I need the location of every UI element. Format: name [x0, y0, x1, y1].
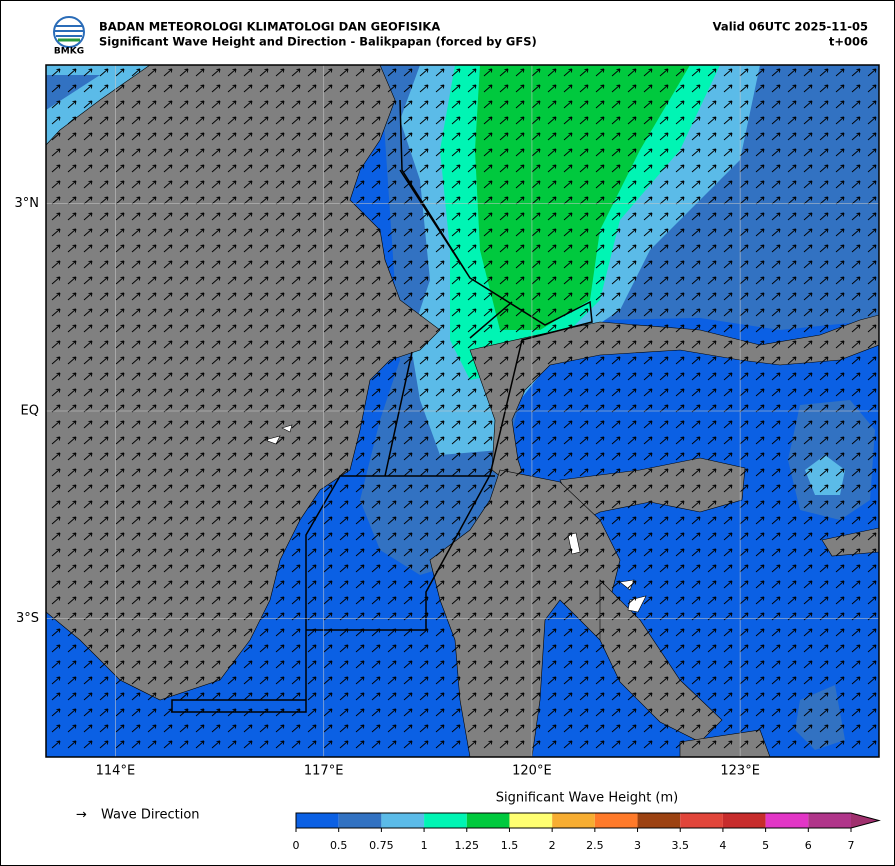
colorbar-tick-label: 1.5 — [501, 839, 519, 852]
grid — [46, 65, 879, 757]
colorbar-segment — [722, 813, 766, 828]
x-tick-label: 123°E — [720, 764, 760, 779]
colorbar-tick-label: 1.25 — [455, 839, 480, 852]
colorbar-segment — [680, 813, 723, 828]
colorbar-tick-label: 2 — [549, 839, 556, 852]
colorbar-segment — [466, 813, 510, 828]
logo-text: BMKG — [54, 47, 84, 57]
y-tick-label: 3°S — [16, 611, 39, 626]
colorbar-segment — [808, 813, 851, 828]
colorbar-extend — [851, 813, 879, 828]
colorbar-segment — [765, 813, 809, 828]
colorbar-segment — [424, 813, 467, 828]
colorbar-tick-label: 1 — [421, 839, 428, 852]
colorbar-segment — [509, 813, 553, 828]
subtitle: Significant Wave Height and Direction - … — [99, 35, 537, 49]
colorbar-segment — [338, 813, 382, 828]
map-frame — [45, 64, 880, 758]
colorbar-tick-label: 0 — [293, 839, 300, 852]
colorbar-segment — [637, 813, 681, 828]
logo: BMKG — [53, 16, 85, 57]
colorbar-tick-label: 4 — [719, 839, 726, 852]
colorbar-tick-label: 3 — [634, 839, 641, 852]
colorbar-tick-label: 3.5 — [671, 839, 689, 852]
valid-time: Valid 06UTC 2025-11-05 — [713, 20, 868, 34]
legend-label: Wave Direction — [101, 808, 200, 823]
colorbar-tick-label: 2.5 — [586, 839, 604, 852]
colorbar-segment — [296, 813, 339, 828]
legend-arrow: → — [76, 808, 87, 823]
x-tick-label: 120°E — [512, 764, 552, 779]
colorbar-tick-label: 0.5 — [330, 839, 348, 852]
colorbar-tick-label: 6 — [805, 839, 812, 852]
colorbar-outline — [295, 812, 881, 829]
x-tick-label: 117°E — [304, 764, 344, 779]
colorbar-tick-label: 5 — [762, 839, 769, 852]
colorbar-segment — [381, 813, 425, 828]
colorbar-segment — [552, 813, 595, 828]
y-tick-label: EQ — [21, 404, 39, 419]
colorbar: 0 0.5 0.75 1 1.25 1.5 2 2.5 3 3.5 4 5 6 7 — [293, 812, 881, 852]
colorbar-tick-label: 0.75 — [369, 839, 394, 852]
colorbar-segment — [594, 813, 638, 828]
lead-time: t+006 — [829, 35, 868, 49]
colorbar-title: Significant Wave Height (m) — [496, 791, 678, 806]
colorbar-tick-label: 7 — [848, 839, 855, 852]
title: BADAN METEOROLOGI KLIMATOLOGI DAN GEOFIS… — [99, 20, 440, 34]
x-tick-label: 114°E — [96, 764, 136, 779]
y-tick-label: 3°N — [15, 196, 40, 211]
